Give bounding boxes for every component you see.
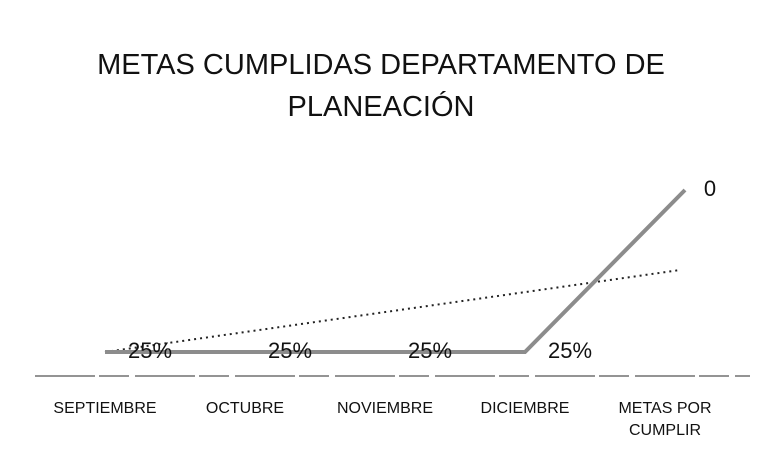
data-label: 25% <box>408 338 452 363</box>
data-label: 25% <box>268 338 312 363</box>
title-text: METAS CUMPLIDAS DEPARTAMENTO DE PLANEACI… <box>97 49 665 123</box>
x-tick-label: METAS POR CUMPLIR <box>618 400 712 439</box>
series-line <box>105 188 687 354</box>
x-tick-label: DICIEMBRE <box>480 400 570 417</box>
x-tick-label: OCTUBRE <box>205 400 285 417</box>
x-tick-label: NOVIEMBRE <box>336 400 433 417</box>
data-label: 0 <box>704 176 716 201</box>
data-label: 25% <box>548 338 592 363</box>
x-tick-label: SEPTIEMBRE <box>53 400 157 417</box>
data-label: 25% <box>128 338 172 363</box>
chart-title: METAS CUMPLIDAS DEPARTAMENTO DE PLANEACI… <box>0 44 762 128</box>
trend-line <box>104 269 681 353</box>
